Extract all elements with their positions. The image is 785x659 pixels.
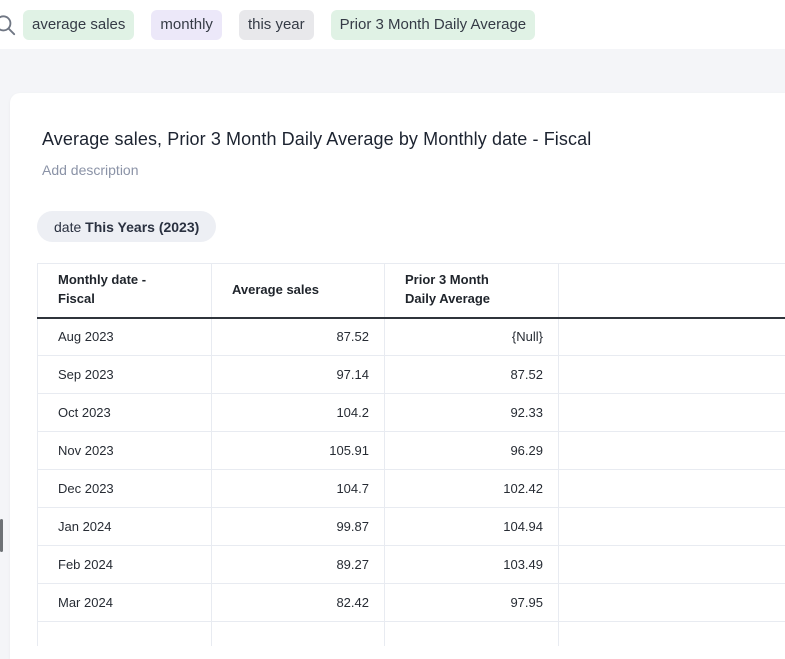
filter-field-label: date <box>54 218 86 235</box>
results-table: Monthly date - Fiscal Average sales Prio… <box>37 263 785 646</box>
cell-month[interactable]: Nov 2023 <box>37 431 212 470</box>
cell-average-sales[interactable]: 89.27 <box>211 545 385 584</box>
table-row-partial <box>37 621 785 646</box>
cell-average-sales[interactable]: 97.14 <box>211 355 385 394</box>
search-token-this-year[interactable]: this year <box>238 9 314 40</box>
column-header-prior-3-month-daily-average[interactable]: Prior 3 Month Daily Average <box>384 263 559 319</box>
cell-empty <box>384 621 559 646</box>
cell-month[interactable]: Feb 2024 <box>37 545 212 584</box>
cell-empty <box>558 507 785 546</box>
cell-average-sales[interactable]: 105.91 <box>211 431 385 470</box>
cell-empty <box>558 431 785 470</box>
cell-empty <box>558 545 785 584</box>
table-row: Sep 2023 97.14 87.52 <box>37 355 785 394</box>
cell-average-sales[interactable]: 104.2 <box>211 393 385 432</box>
cell-empty <box>211 621 385 646</box>
cell-month[interactable]: Dec 2023 <box>37 469 212 508</box>
cell-prior-3-month[interactable]: 87.52 <box>384 355 559 394</box>
cell-month[interactable]: Jan 2024 <box>37 507 212 546</box>
date-filter-chip[interactable]: date This Years (2023) <box>37 211 217 242</box>
table-row: Jan 2024 99.87 104.94 <box>37 507 785 546</box>
answer-card: Average sales, Prior 3 Month Daily Avera… <box>10 93 785 659</box>
cell-average-sales[interactable]: 87.52 <box>211 317 385 356</box>
cell-prior-3-month[interactable]: 104.94 <box>384 507 559 546</box>
search-token-prior-3-month-daily-average[interactable]: Prior 3 Month Daily Average <box>330 9 536 40</box>
cell-prior-3-month[interactable]: 102.42 <box>384 469 559 508</box>
cell-empty <box>37 621 212 646</box>
cell-prior-3-month[interactable]: 103.49 <box>384 545 559 584</box>
cell-month[interactable]: Sep 2023 <box>37 355 212 394</box>
column-header-empty <box>558 263 785 319</box>
left-scrollbar-thumb[interactable] <box>0 519 3 552</box>
cell-month[interactable]: Oct 2023 <box>37 393 212 432</box>
cell-prior-3-month[interactable]: 92.33 <box>384 393 559 432</box>
cell-average-sales[interactable]: 99.87 <box>211 507 385 546</box>
search-token-monthly[interactable]: monthly <box>151 9 222 40</box>
search-bar[interactable]: average sales monthly this year Prior 3 … <box>0 0 785 49</box>
cell-empty <box>558 393 785 432</box>
table-row: Feb 2024 89.27 103.49 <box>37 545 785 584</box>
cell-month[interactable]: Aug 2023 <box>37 317 212 356</box>
cell-empty <box>558 621 785 646</box>
cell-empty <box>558 355 785 394</box>
table-header-row: Monthly date - Fiscal Average sales Prio… <box>37 263 785 319</box>
table-row: Mar 2024 82.42 97.95 <box>37 583 785 622</box>
column-header-average-sales[interactable]: Average sales <box>211 263 385 319</box>
add-description-link[interactable]: Add description <box>42 162 139 178</box>
cell-prior-3-month[interactable]: {Null} <box>384 317 559 356</box>
filter-value-label: This Years (2023) <box>85 218 200 235</box>
cell-month[interactable]: Mar 2024 <box>37 583 212 622</box>
table-row: Nov 2023 105.91 96.29 <box>37 431 785 470</box>
search-token-average-sales[interactable]: average sales <box>23 9 135 40</box>
cell-empty <box>558 317 785 356</box>
search-icon <box>0 14 16 35</box>
table-row: Dec 2023 104.7 102.42 <box>37 469 785 508</box>
table-row: Aug 2023 87.52 {Null} <box>37 317 785 356</box>
cell-prior-3-month[interactable]: 96.29 <box>384 431 559 470</box>
cell-empty <box>558 469 785 508</box>
cell-average-sales[interactable]: 104.7 <box>211 469 385 508</box>
cell-empty <box>558 583 785 622</box>
table-row: Oct 2023 104.2 92.33 <box>37 393 785 432</box>
cell-prior-3-month[interactable]: 97.95 <box>384 583 559 622</box>
answer-title[interactable]: Average sales, Prior 3 Month Daily Avera… <box>42 129 592 149</box>
column-header-monthly-date-fiscal[interactable]: Monthly date - Fiscal <box>37 263 212 319</box>
cell-average-sales[interactable]: 82.42 <box>211 583 385 622</box>
